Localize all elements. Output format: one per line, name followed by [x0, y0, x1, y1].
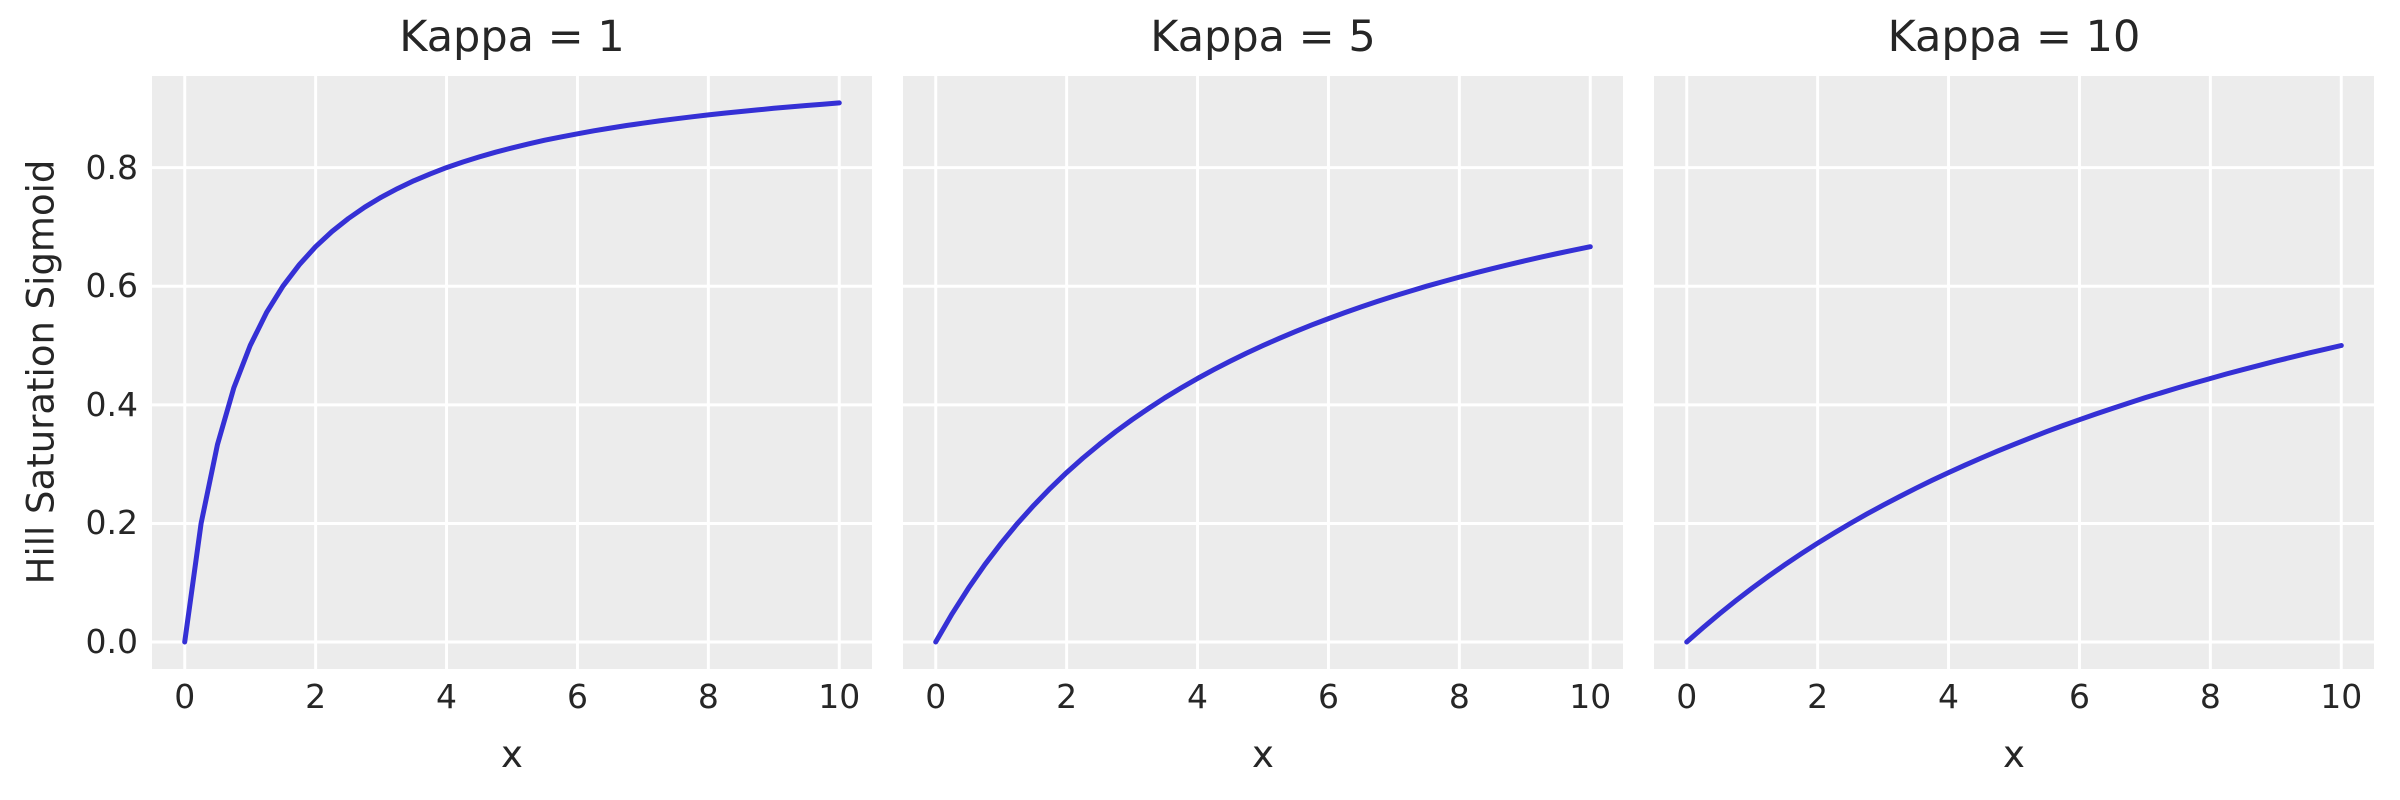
y-tick-label: 0.6: [85, 266, 138, 306]
x-tick-label: 0: [925, 677, 947, 716]
x-tick-labels: 0 2 4 6 8 10: [1654, 680, 2374, 720]
y-tick-label: 0.2: [85, 503, 138, 543]
x-tick-label: 2: [305, 677, 327, 716]
x-tick-label: 8: [697, 677, 719, 716]
x-tick-label: 6: [2068, 677, 2090, 716]
x-tick-label: 2: [1807, 677, 1829, 716]
x-tick-label: 10: [1569, 677, 1612, 716]
x-tick-label: 8: [1448, 677, 1470, 716]
x-tick-label: 4: [1187, 677, 1209, 716]
x-tick-labels: 0 2 4 6 8 10: [903, 680, 1623, 720]
x-axis-label: x: [501, 733, 523, 776]
hill-curve: [933, 244, 1593, 645]
x-tick-label: 4: [1938, 677, 1960, 716]
subplot-title: Kappa = 10: [1887, 12, 2141, 62]
y-tick-labels: 0.0 0.2 0.4 0.6 0.8: [0, 76, 138, 669]
subplot-kappa-5: Kappa = 5 0 2 4 6 8 10 x: [903, 0, 1623, 800]
plot-area: [1654, 76, 2374, 669]
x-tick-label: 8: [2199, 677, 2221, 716]
x-axis-label: x: [2003, 733, 2025, 776]
subplot-kappa-10: Kappa = 10 0 2 4 6 8 10 x: [1654, 0, 2374, 800]
subplot-kappa-1: Kappa = 1 0 2 4 6 8 10 x: [152, 0, 872, 800]
x-tick-label: 6: [1317, 677, 1339, 716]
x-tick-label: 4: [436, 677, 458, 716]
y-tick-label: 0.0: [85, 622, 138, 662]
x-tick-labels: 0 2 4 6 8 10: [152, 680, 872, 720]
hill-curve: [182, 100, 842, 645]
axes-background: [903, 76, 1623, 669]
plot-area: [903, 76, 1623, 669]
x-tick-label: 0: [174, 677, 196, 716]
x-tick-label: 10: [818, 677, 861, 716]
x-tick-label: 2: [1056, 677, 1078, 716]
hill-curve: [1684, 343, 2344, 645]
x-tick-label: 6: [566, 677, 588, 716]
plot-area: [152, 76, 872, 669]
y-tick-label: 0.4: [85, 384, 138, 424]
subplot-title: Kappa = 5: [1150, 12, 1376, 62]
subplot-title: Kappa = 1: [399, 12, 625, 62]
x-tick-label: 0: [1676, 677, 1698, 716]
x-tick-label: 10: [2320, 677, 2363, 716]
axes-background: [152, 76, 872, 669]
x-axis-label: x: [1252, 733, 1274, 776]
y-tick-label: 0.8: [85, 147, 138, 187]
